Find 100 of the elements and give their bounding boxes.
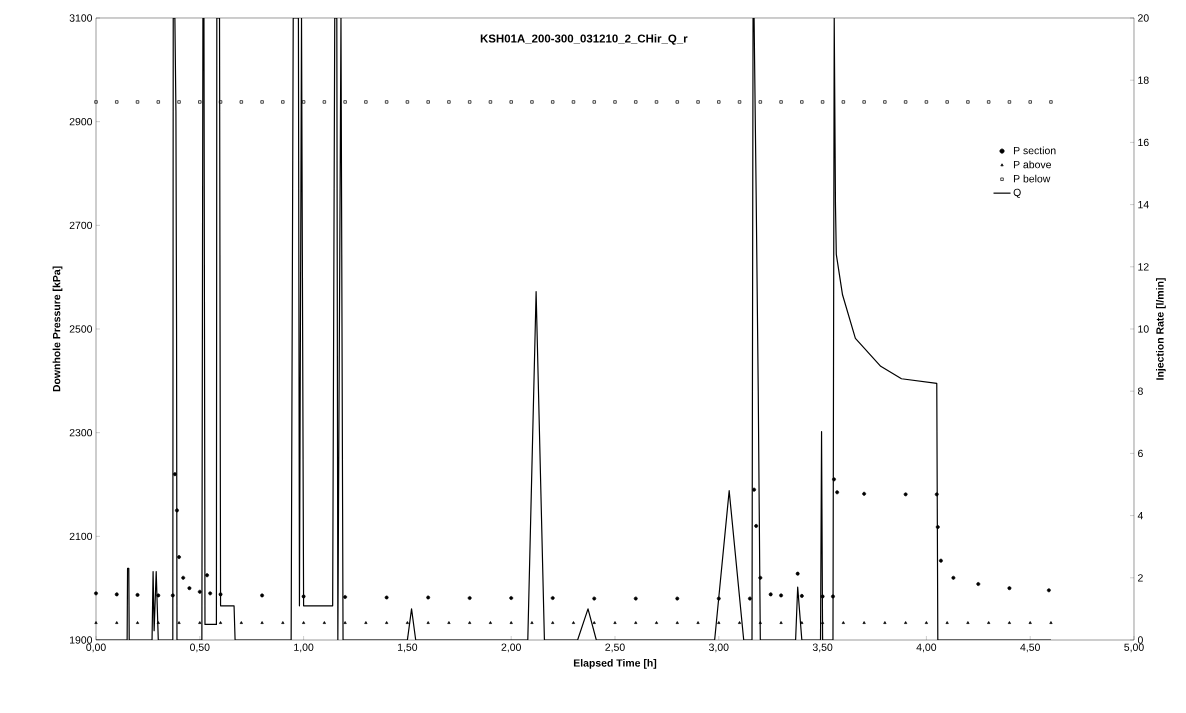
x-axis-title: Elapsed Time [h]	[573, 659, 657, 669]
point	[768, 592, 773, 597]
y2-tick-label: 8	[1137, 387, 1143, 395]
point	[364, 100, 368, 104]
point	[1049, 100, 1053, 104]
point	[488, 621, 492, 624]
y2-tick-label: 18	[1138, 76, 1149, 84]
y-tick-label: 1900	[70, 636, 93, 644]
point	[592, 621, 596, 624]
point	[260, 100, 264, 104]
point	[468, 100, 472, 104]
point	[488, 100, 493, 104]
point	[779, 621, 783, 624]
point	[467, 596, 472, 600]
point	[1007, 621, 1011, 624]
point	[903, 492, 908, 497]
point	[1007, 100, 1012, 104]
point	[758, 100, 762, 104]
point	[135, 621, 140, 624]
point	[322, 100, 326, 104]
point	[820, 100, 825, 104]
point	[592, 596, 597, 601]
point	[94, 100, 98, 104]
point	[156, 100, 160, 104]
point	[654, 100, 659, 104]
y2-tick-label: 6	[1138, 449, 1143, 458]
x-tick-label: 2,50	[605, 643, 625, 653]
point	[945, 621, 949, 624]
point	[633, 596, 638, 601]
point	[634, 621, 638, 624]
point	[634, 100, 638, 104]
y2-tick-label: 16	[1138, 138, 1149, 147]
point	[551, 621, 555, 624]
y2-axis-title: Injection Rate [l/min]	[1155, 278, 1166, 380]
point	[115, 100, 119, 104]
y-tick-label: 2300	[69, 428, 93, 437]
y2-tick-label: 10	[1138, 325, 1149, 333]
point	[343, 621, 347, 624]
x-tick-label: 4,50	[1020, 643, 1040, 653]
point	[509, 596, 514, 600]
point	[696, 100, 700, 104]
point	[752, 487, 757, 492]
point	[551, 100, 555, 104]
point	[343, 100, 347, 104]
point	[426, 595, 431, 600]
point	[170, 593, 175, 598]
point	[758, 575, 763, 580]
point	[219, 621, 223, 624]
point	[281, 100, 285, 104]
x-tick-label: 4,00	[916, 643, 937, 653]
point	[208, 591, 213, 596]
point	[779, 593, 784, 598]
y-tick-label: 3100	[69, 14, 93, 22]
point	[800, 100, 804, 104]
point	[613, 621, 617, 624]
point	[987, 621, 991, 624]
y-axis-title: Downhole Pressure [kPa]	[52, 266, 63, 392]
point	[758, 621, 762, 624]
point	[795, 571, 800, 576]
y-tick-label: 2700	[69, 221, 93, 230]
point	[883, 621, 887, 624]
point	[747, 596, 752, 601]
point	[717, 621, 721, 624]
point	[1028, 100, 1032, 104]
x-tick-label: 1,00	[294, 643, 314, 653]
point	[654, 621, 659, 624]
point	[966, 100, 970, 104]
x-tick-label: 0,50	[190, 643, 210, 653]
point	[177, 621, 181, 624]
point	[1049, 621, 1053, 624]
point	[530, 621, 534, 624]
point	[405, 100, 410, 104]
point	[841, 100, 845, 104]
point	[187, 586, 192, 591]
point	[835, 490, 840, 495]
x-tick-label: 3,00	[709, 643, 729, 653]
point	[904, 621, 908, 624]
point	[94, 621, 98, 624]
point	[862, 621, 866, 624]
point	[509, 100, 513, 104]
point	[696, 621, 700, 624]
point	[592, 100, 596, 104]
y2-tick-label: 0	[1137, 636, 1143, 644]
point	[175, 508, 179, 513]
x-tick-label: 0,00	[86, 643, 106, 653]
point	[218, 100, 223, 104]
y-tick-label: 2900	[69, 117, 93, 126]
point	[571, 100, 576, 104]
point	[862, 100, 866, 104]
point	[951, 575, 956, 580]
y2-tick-label: 12	[1138, 263, 1149, 271]
point	[1046, 588, 1051, 593]
point	[260, 593, 265, 598]
point	[181, 575, 186, 580]
legend-label: P below	[1013, 174, 1051, 183]
point	[135, 100, 140, 104]
text: KSH01A_200-300_031210_2_CHir_Q_r	[480, 34, 688, 45]
point	[862, 491, 867, 496]
x-tick-label: 2,00	[501, 643, 521, 653]
point	[987, 100, 991, 104]
